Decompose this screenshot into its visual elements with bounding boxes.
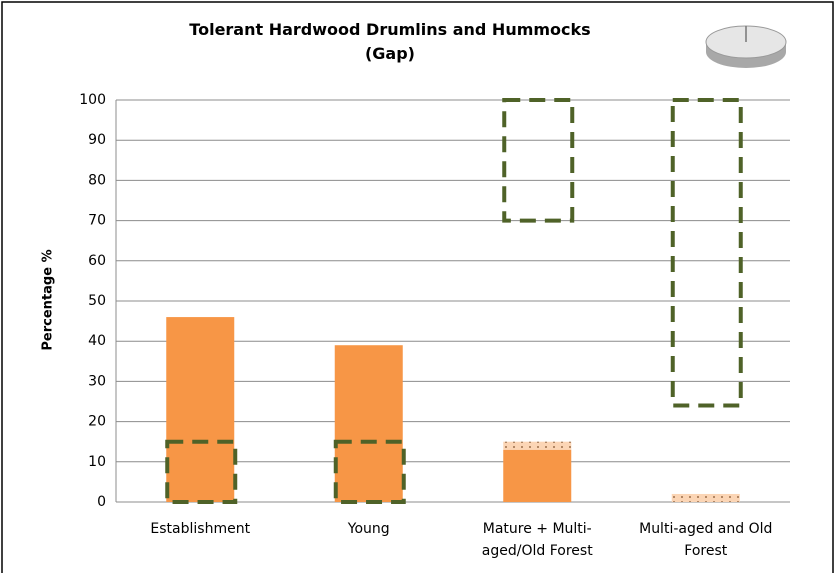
pie-icon — [705, 25, 787, 68]
y-tick-label: 60 — [88, 253, 106, 269]
y-axis-label: Percentage % — [41, 249, 56, 350]
y-tick-label: 30 — [88, 373, 106, 389]
x-tick-label: Mature + Multi-aged/Old Forest — [481, 521, 593, 559]
bar — [503, 441, 572, 450]
y-tick-label: 40 — [88, 333, 106, 349]
target-range — [165, 439, 238, 505]
y-tick-label: 0 — [97, 494, 106, 510]
y-tick-label: 70 — [88, 213, 106, 229]
y-tick-label: 10 — [88, 454, 106, 470]
bar — [671, 493, 740, 502]
y-tick-label: 100 — [79, 92, 106, 108]
chart-title: Tolerant Hardwood Drumlins and Hummocks — [189, 20, 591, 39]
bar — [503, 449, 572, 502]
x-tick-label: Young — [347, 521, 390, 537]
y-tick-label: 20 — [88, 414, 106, 430]
chart-subtitle: (Gap) — [364, 44, 415, 63]
y-tick-label: 90 — [88, 132, 106, 148]
target-range — [502, 98, 575, 223]
y-tick-label: 50 — [88, 293, 106, 309]
bar — [166, 317, 235, 502]
x-tick-label: Establishment — [150, 521, 251, 537]
target-range — [670, 98, 743, 408]
x-tick-label: Multi-aged and Old Forest — [639, 521, 773, 559]
bar — [334, 345, 403, 502]
y-tick-label: 80 — [88, 172, 106, 188]
target-range — [333, 439, 406, 505]
